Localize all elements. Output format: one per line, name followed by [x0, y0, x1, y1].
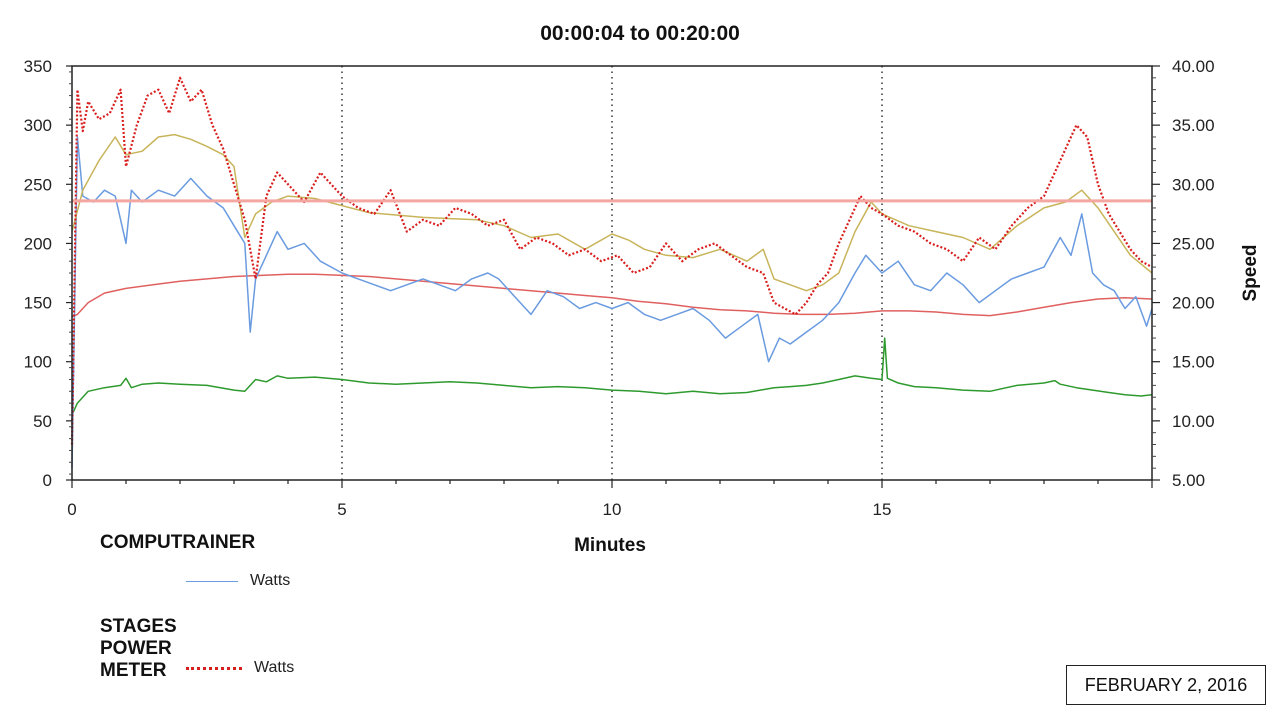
- right-axis: 5.00 10.00 15.00 20.00 25.00 30.00 35.00 40.00: [1152, 57, 1215, 490]
- y-right-tick-label: 40.00: [1172, 57, 1215, 76]
- series-line-computrainer-watts: [71, 136, 1153, 469]
- y-right-tick-label: 25.00: [1172, 234, 1215, 253]
- y-left-tick-label: 150: [24, 294, 52, 313]
- series-layer: [70, 76, 1153, 469]
- y-left-tick-label: 250: [24, 175, 52, 194]
- y-left-tick-label: 200: [24, 234, 52, 253]
- y-right-tick-label: 10.00: [1172, 412, 1215, 431]
- y-right-tick-label: 20.00: [1172, 294, 1215, 313]
- x-tick-label: 10: [603, 500, 622, 519]
- x-tick-label: 15: [873, 500, 892, 519]
- legend-entry-computrainer-watts: Watts: [186, 572, 386, 590]
- legend-swatch-blue: [186, 580, 238, 582]
- plot-frame: [71, 65, 1153, 481]
- chart-title: 00:00:04 to 00:20:00: [540, 22, 740, 45]
- series-line-stages-watts: [70, 76, 1153, 445]
- grid: [341, 66, 883, 480]
- x-tick-label: 5: [337, 500, 346, 519]
- legend-entry-label: Watts: [254, 659, 295, 676]
- y-right-tick-label: 5.00: [1172, 471, 1205, 490]
- chart: 00:00:04 to 00:20:00 0501001502002503003…: [24, 22, 1261, 556]
- series-line-thin-red: [71, 273, 1153, 318]
- legend-heading-computrainer: COMPUTRAINER: [100, 532, 256, 553]
- x-axis-label: Minutes: [574, 535, 646, 556]
- series-line-stages-speed: [71, 133, 1153, 292]
- date-label: FEBRUARY 2, 2016: [1066, 665, 1266, 705]
- y-right-tick-label: 30.00: [1172, 175, 1215, 194]
- legend-swatch-red-dotted: [186, 666, 242, 670]
- right-axis-label: Speed: [1240, 244, 1261, 301]
- legend-entry-stages-watts: Watts: [186, 659, 386, 677]
- legend-entry-label: Watts: [250, 572, 291, 589]
- legend-heading-stages: STAGES POWER METER: [100, 616, 177, 681]
- y-right-tick-label: 15.00: [1172, 353, 1215, 372]
- x-tick-label: 0: [67, 500, 76, 519]
- y-left-tick-label: 350: [24, 57, 52, 76]
- y-right-tick-label: 35.00: [1172, 116, 1215, 135]
- y-left-tick-label: 100: [24, 353, 52, 372]
- y-left-tick-label: 0: [43, 471, 52, 490]
- y-left-tick-label: 300: [24, 116, 52, 135]
- bottom-axis: 0 5 10 15: [67, 480, 1153, 519]
- series-line-green: [71, 337, 1153, 416]
- y-left-tick-label: 50: [33, 412, 52, 431]
- left-axis: 0 50 100 150 200 250 300 350: [24, 57, 72, 490]
